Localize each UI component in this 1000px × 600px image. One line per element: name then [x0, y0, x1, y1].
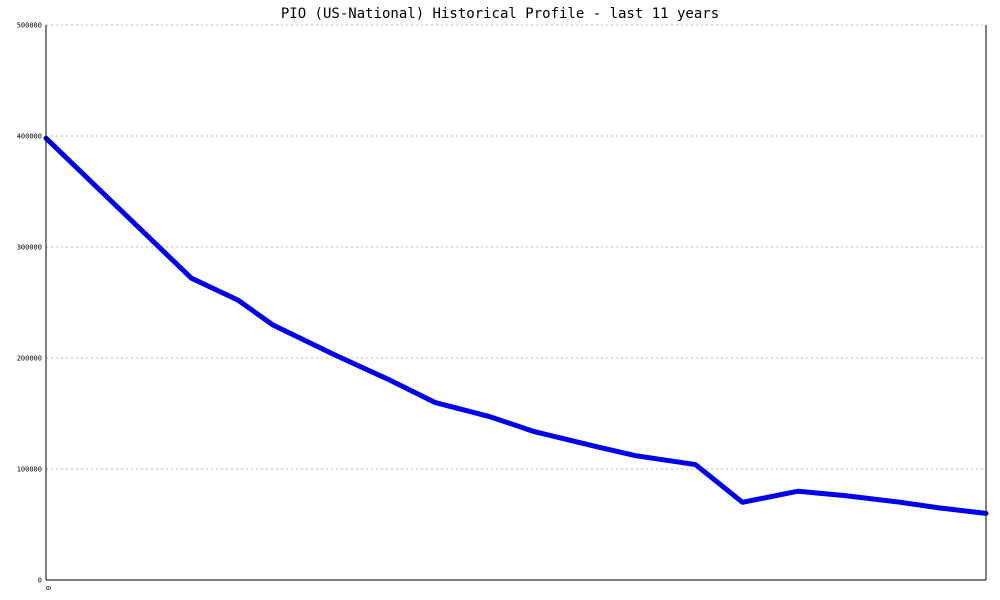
series-line [43, 135, 989, 516]
y-tick-label: 100000 [17, 466, 42, 474]
y-tick-label: 400000 [17, 133, 42, 141]
y-tick-label: 200000 [17, 355, 42, 363]
gridlines [46, 24, 986, 470]
y-tick-label: 300000 [17, 244, 42, 252]
y-tick-labels: 0 100000 200000 300000 400000 500000 [17, 22, 42, 585]
x-tick-label: 0 [44, 586, 52, 590]
chart-title: PIO (US-National) Historical Profile - l… [281, 6, 719, 22]
x-tick-labels: 0 [44, 586, 52, 590]
y-tick-label: 0 [38, 577, 42, 585]
y-tick-label: 500000 [17, 22, 42, 30]
series-layer [43, 135, 989, 516]
